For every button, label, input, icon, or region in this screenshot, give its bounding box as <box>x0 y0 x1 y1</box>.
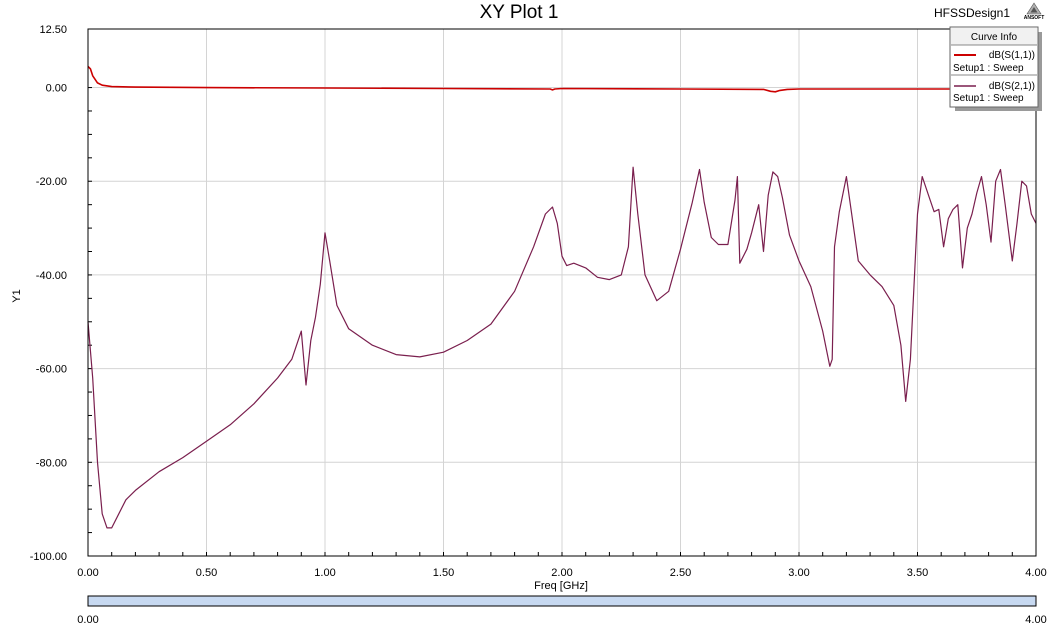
ansoft-logo: ANSOFT <box>1024 2 1045 21</box>
y-tick-label: 12.50 <box>39 24 67 36</box>
y-tick-label: -20.00 <box>36 176 67 188</box>
legend-entry[interactable]: dB(S(2,1)) Setup1 : Sweep <box>953 81 1035 104</box>
y-ticks: 12.50 0.00 -20.00 -40.00 -60.00 -80.00 -100.00 <box>30 24 67 563</box>
y-tick-label: -60.00 <box>36 364 67 376</box>
range-slider[interactable]: 0.00 4.00 <box>77 595 1047 626</box>
legend-entry-sub: Setup1 : Sweep <box>953 63 1024 74</box>
series-line-s21 <box>87 166 1037 529</box>
legend-title: Curve Info <box>971 32 1018 43</box>
x-tick-label: 0.50 <box>196 567 217 579</box>
legend-entry[interactable]: dB(S(1,1)) Setup1 : Sweep <box>953 50 1035 74</box>
x-tick-label: 2.50 <box>670 567 691 579</box>
slider-min-label: 0.00 <box>77 614 98 626</box>
slider-bar[interactable] <box>87 595 1037 607</box>
x-tick-label: 4.00 <box>1025 567 1046 579</box>
x-tick-label: 1.50 <box>433 567 454 579</box>
design-name: HFSSDesign1 <box>934 6 1010 20</box>
x-tick-label: 3.00 <box>788 567 809 579</box>
y-tick-label: -40.00 <box>36 270 67 282</box>
legend-entry-sub: Setup1 : Sweep <box>953 93 1024 104</box>
legend: Curve Info dB(S(1,1)) Setup1 : Sweep dB(… <box>949 26 1042 111</box>
x-tick-label: 2.00 <box>551 567 572 579</box>
x-tick-label: 0.00 <box>77 567 98 579</box>
series-line-s11 <box>87 65 1036 93</box>
x-ticks: 0.00 0.50 1.00 1.50 2.00 2.50 3.00 3.50 4.00 <box>77 567 1046 579</box>
x-tick-label: 1.00 <box>314 567 335 579</box>
y-tick-label: -100.00 <box>30 551 67 563</box>
legend-entry-name: dB(S(1,1)) <box>989 50 1035 61</box>
x-tick-label: 3.50 <box>907 567 928 579</box>
slider-max-label: 4.00 <box>1025 614 1046 626</box>
y-tick-label: 0.00 <box>46 83 67 95</box>
y-axis-label: Y1 <box>11 289 23 302</box>
chart-title: XY Plot 1 <box>480 2 559 23</box>
x-axis-label: Freq [GHz] <box>534 580 588 592</box>
plot-frame <box>87 28 1037 557</box>
legend-entry-name: dB(S(2,1)) <box>989 81 1035 92</box>
logo-text: ANSOFT <box>1024 15 1045 21</box>
series-group <box>87 65 1037 529</box>
y-tick-label: -80.00 <box>36 457 67 469</box>
